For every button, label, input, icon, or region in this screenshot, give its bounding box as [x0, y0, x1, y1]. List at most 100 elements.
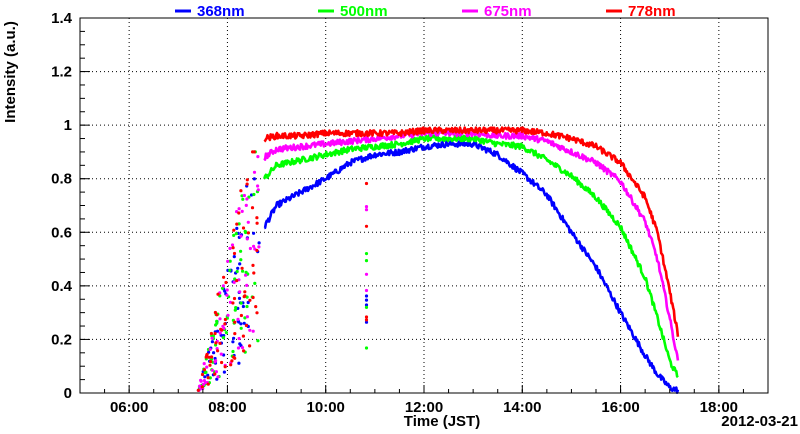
scatter-point-675nm	[248, 328, 252, 332]
scatter-point-778nm	[231, 301, 235, 305]
scatter-point-500nm	[364, 305, 369, 309]
y-tick-label: 0.6	[51, 224, 72, 241]
scatter-point-778nm	[243, 294, 247, 298]
scatter-point-675nm	[236, 317, 240, 321]
scatter-point-778nm	[243, 290, 247, 294]
scatter-point-675nm	[238, 290, 242, 294]
scatter-point-778nm	[364, 315, 369, 319]
scatter-point-368nm	[364, 303, 369, 307]
scatter-point-500nm	[224, 331, 228, 335]
scatter-point-500nm	[234, 232, 238, 236]
scatter-point-500nm	[244, 230, 248, 235]
scatter-point-675nm	[237, 207, 241, 211]
scatter-point-778nm	[246, 231, 250, 235]
scatter-point-778nm	[233, 332, 237, 336]
scatter-point-778nm	[235, 222, 239, 226]
scatter-point-500nm	[239, 258, 243, 262]
scatter-point-778nm	[255, 216, 259, 220]
scatter-point-675nm	[257, 245, 261, 249]
scatter-point-500nm	[239, 301, 243, 305]
scatter-point-368nm	[222, 370, 226, 374]
y-tick-label: 0	[64, 385, 72, 402]
scatter-point-500nm	[221, 336, 226, 340]
scatter-point-778nm	[248, 344, 252, 348]
scatter-point-778nm	[242, 349, 246, 353]
scatter-point-778nm	[232, 296, 237, 301]
scatter-point-778nm	[237, 211, 241, 215]
scatter-point-675nm	[202, 362, 206, 366]
scatter-point-778nm	[248, 298, 252, 302]
scatter-point-778nm	[239, 313, 243, 318]
scatter-point-675nm	[228, 246, 232, 250]
scatter-point-675nm	[197, 384, 202, 388]
scatter-point-675nm	[245, 197, 249, 201]
scatter-point-368nm	[241, 304, 245, 309]
series-line-778nm	[263, 126, 680, 337]
scatter-point-368nm	[364, 294, 369, 298]
series-line-368nm	[263, 139, 680, 394]
y-tick-label: 1	[64, 117, 72, 134]
scatter-point-368nm	[364, 320, 369, 324]
scatter-point-500nm	[228, 259, 232, 263]
x-tick-label: 14:00	[503, 399, 541, 416]
scatter-point-368nm	[238, 262, 242, 266]
scatter-point-675nm	[208, 347, 212, 351]
scatter-point-778nm	[209, 331, 213, 336]
scatter-point-675nm	[252, 244, 256, 248]
scatter-point-778nm	[233, 356, 237, 360]
scatter-point-368nm	[212, 351, 216, 355]
scatter-point-778nm	[245, 182, 249, 186]
scatter-point-675nm	[226, 259, 230, 263]
date-label: 2012-03-21	[721, 413, 798, 430]
scatter-point-778nm	[232, 228, 236, 232]
scatter-point-500nm	[247, 195, 251, 199]
scatter-point-778nm	[250, 206, 255, 210]
scatter-point-778nm	[251, 150, 255, 154]
scatter-point-778nm	[223, 365, 227, 369]
scatter-point-368nm	[206, 373, 210, 377]
scatter-point-675nm	[364, 208, 369, 212]
scatter-point-778nm	[213, 372, 217, 376]
scatter-point-500nm	[241, 269, 245, 273]
y-tick-label: 1.4	[51, 10, 73, 27]
scatter-point-368nm	[210, 340, 214, 344]
scatter-point-778nm	[251, 263, 255, 267]
morning-scatter	[196, 150, 369, 392]
series-lines	[263, 126, 680, 394]
scatter-point-778nm	[206, 376, 210, 380]
scatter-point-368nm	[249, 193, 254, 197]
scatter-point-778nm	[245, 178, 249, 182]
scatter-point-675nm	[219, 352, 223, 356]
scatter-point-778nm	[255, 311, 259, 315]
scatter-point-778nm	[200, 372, 205, 377]
scatter-point-778nm	[219, 327, 223, 331]
scatter-point-675nm	[218, 317, 222, 321]
scatter-point-778nm	[213, 331, 217, 336]
scatter-point-368nm	[252, 177, 256, 181]
scatter-point-675nm	[245, 237, 249, 241]
x-tick-label: 12:00	[405, 399, 443, 416]
scatter-point-500nm	[220, 286, 225, 290]
scatter-point-778nm	[215, 313, 219, 317]
scatter-point-368nm	[232, 336, 236, 340]
scatter-point-778nm	[209, 360, 213, 364]
scatter-point-500nm	[245, 304, 249, 309]
scatter-point-778nm	[216, 292, 220, 296]
scatter-point-675nm	[213, 360, 217, 364]
scatter-point-368nm	[242, 321, 246, 325]
scatter-point-675nm	[202, 379, 206, 383]
scatter-point-675nm	[256, 188, 260, 192]
scatter-point-778nm	[223, 322, 227, 326]
scatter-point-675nm	[246, 220, 250, 224]
scatter-point-500nm	[235, 269, 239, 274]
scatter-point-500nm	[253, 281, 257, 285]
scatter-point-675nm	[364, 288, 369, 293]
scatter-point-675nm	[236, 346, 241, 350]
scatter-point-778nm	[364, 318, 369, 322]
scatter-point-778nm	[206, 382, 210, 386]
scatter-point-368nm	[364, 298, 369, 302]
y-tick-label: 0.2	[51, 331, 72, 348]
x-tick-label: 06:00	[110, 399, 148, 416]
scatter-point-778nm	[210, 355, 214, 359]
